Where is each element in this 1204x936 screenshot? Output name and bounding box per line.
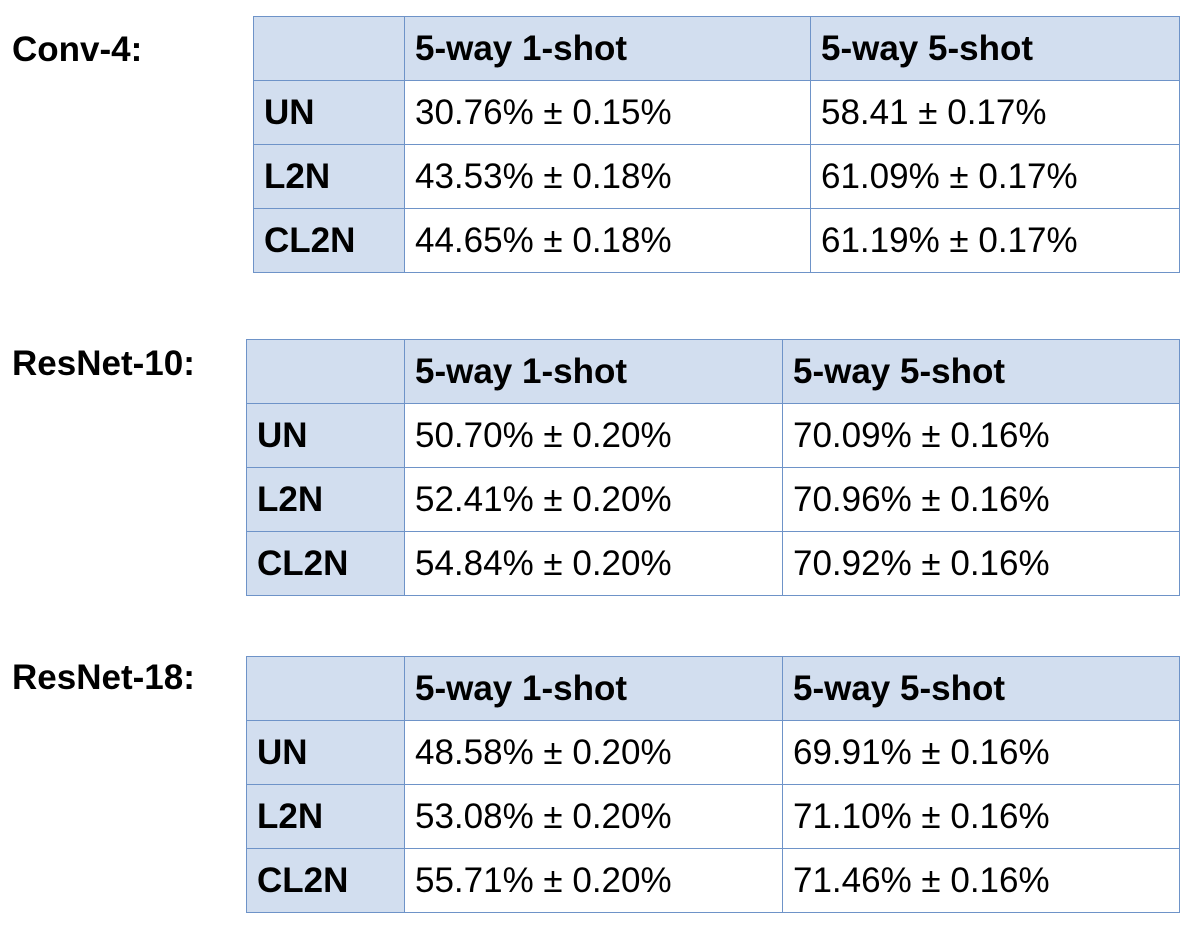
table-row: UN 48.58% ± 0.20% 69.91% ± 0.16% <box>246 720 1180 785</box>
results-table-resnet10: 5-way 1-shot 5-way 5-shot UN 50.70% ± 0.… <box>246 339 1180 596</box>
table-row: CL2N 44.65% ± 0.18% 61.19% ± 0.17% <box>253 208 1180 273</box>
cell-1-shot: 53.08% ± 0.20% <box>404 784 783 849</box>
table-row: L2N 52.41% ± 0.20% 70.96% ± 0.16% <box>246 467 1180 532</box>
cell-5-shot: 58.41 ± 0.17% <box>810 80 1180 145</box>
column-header-1-shot: 5-way 1-shot <box>404 16 811 81</box>
row-header: L2N <box>253 144 405 209</box>
cell-1-shot: 54.84% ± 0.20% <box>404 531 783 596</box>
cell-5-shot: 70.92% ± 0.16% <box>782 531 1180 596</box>
table-row: L2N 43.53% ± 0.18% 61.09% ± 0.17% <box>253 144 1180 209</box>
cell-1-shot: 50.70% ± 0.20% <box>404 403 783 468</box>
cell-1-shot: 44.65% ± 0.18% <box>404 208 811 273</box>
cell-1-shot: 52.41% ± 0.20% <box>404 467 783 532</box>
column-header-1-shot: 5-way 1-shot <box>404 656 783 721</box>
cell-5-shot: 71.46% ± 0.16% <box>782 848 1180 913</box>
column-header-5-shot: 5-way 5-shot <box>782 339 1180 404</box>
cell-1-shot: 43.53% ± 0.18% <box>404 144 811 209</box>
table-header-row: 5-way 1-shot 5-way 5-shot <box>246 339 1180 404</box>
row-header: CL2N <box>246 531 405 596</box>
corner-cell <box>253 16 405 81</box>
column-header-5-shot: 5-way 5-shot <box>782 656 1180 721</box>
column-header-5-shot: 5-way 5-shot <box>810 16 1180 81</box>
table-row: UN 30.76% ± 0.15% 58.41 ± 0.17% <box>253 80 1180 145</box>
block-label-resnet10: ResNet-10: <box>12 344 195 383</box>
results-table-conv4: 5-way 1-shot 5-way 5-shot UN 30.76% ± 0.… <box>253 16 1180 273</box>
cell-5-shot: 61.19% ± 0.17% <box>810 208 1180 273</box>
table-row: UN 50.70% ± 0.20% 70.09% ± 0.16% <box>246 403 1180 468</box>
table-header-row: 5-way 1-shot 5-way 5-shot <box>246 656 1180 721</box>
row-header: L2N <box>246 784 405 849</box>
table-row: CL2N 55.71% ± 0.20% 71.46% ± 0.16% <box>246 848 1180 913</box>
cell-5-shot: 70.09% ± 0.16% <box>782 403 1180 468</box>
cell-1-shot: 30.76% ± 0.15% <box>404 80 811 145</box>
block-label-conv4: Conv-4: <box>12 30 143 69</box>
row-header: UN <box>253 80 405 145</box>
block-label-resnet18: ResNet-18: <box>12 658 195 697</box>
column-header-1-shot: 5-way 1-shot <box>404 339 783 404</box>
cell-1-shot: 48.58% ± 0.20% <box>404 720 783 785</box>
row-header: L2N <box>246 467 405 532</box>
row-header: CL2N <box>246 848 405 913</box>
cell-5-shot: 71.10% ± 0.16% <box>782 784 1180 849</box>
cell-5-shot: 69.91% ± 0.16% <box>782 720 1180 785</box>
results-table-resnet18: 5-way 1-shot 5-way 5-shot UN 48.58% ± 0.… <box>246 656 1180 913</box>
corner-cell <box>246 656 405 721</box>
cell-1-shot: 55.71% ± 0.20% <box>404 848 783 913</box>
table-row: CL2N 54.84% ± 0.20% 70.92% ± 0.16% <box>246 531 1180 596</box>
table-row: L2N 53.08% ± 0.20% 71.10% ± 0.16% <box>246 784 1180 849</box>
row-header: UN <box>246 403 405 468</box>
table-header-row: 5-way 1-shot 5-way 5-shot <box>253 16 1180 81</box>
cell-5-shot: 61.09% ± 0.17% <box>810 144 1180 209</box>
row-header: CL2N <box>253 208 405 273</box>
cell-5-shot: 70.96% ± 0.16% <box>782 467 1180 532</box>
row-header: UN <box>246 720 405 785</box>
corner-cell <box>246 339 405 404</box>
